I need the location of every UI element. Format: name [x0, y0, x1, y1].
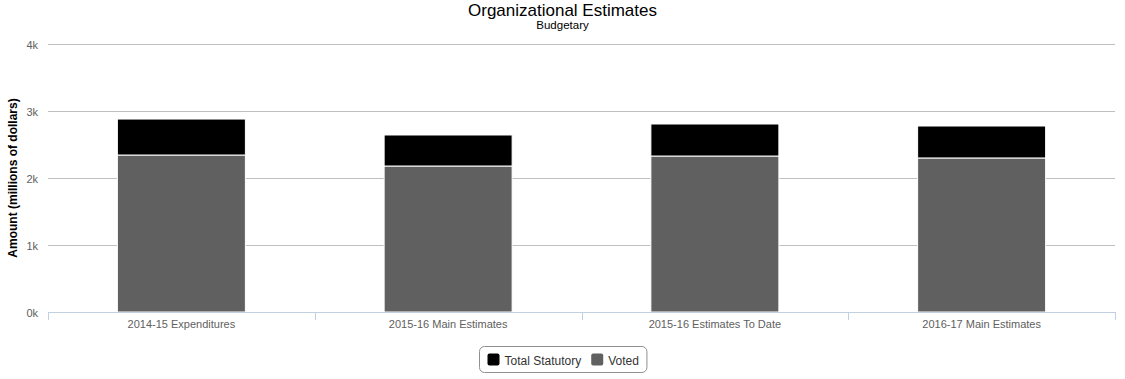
y-tick-label: 2k	[26, 173, 38, 185]
chart: Organizational EstimatesBudgetary 0k 1k 2k 3…	[0, 0, 1125, 379]
x-tick	[582, 312, 583, 320]
legend-symbol	[488, 354, 500, 366]
bar	[918, 158, 1046, 312]
x-axis: 2014-15 Expenditures 2015-16 Main Estimat…	[48, 312, 1116, 330]
legend-box	[480, 347, 647, 373]
y-axis-title: Amount (millions of dollars)	[6, 98, 20, 257]
bar	[918, 126, 1046, 158]
y-tick-label: 3k	[26, 106, 38, 118]
subtitle: Budgetary	[536, 19, 589, 31]
bar	[651, 156, 779, 312]
x-tick-label: 2015-16 Main Estimates	[389, 318, 508, 330]
grid-line	[48, 111, 1115, 112]
bar	[117, 119, 245, 155]
legend-item[interactable]: Total Statutory	[488, 354, 582, 368]
page: {"chart_data": {"type": "bar", "stacked"…	[0, 0, 1125, 379]
bar	[384, 135, 512, 166]
y-tick-label: 0k	[26, 307, 38, 319]
x-tick	[48, 312, 49, 320]
bars	[117, 119, 1045, 312]
x-tick-label: 2015-16 Estimates To Date	[649, 318, 781, 330]
legend-label: Voted	[608, 354, 639, 368]
y-axis: 0k 1k 2k 3k 4k	[26, 39, 1115, 319]
legend-label: Total Statutory	[505, 354, 582, 368]
x-tick-label: 2016-17 Main Estimates	[922, 318, 1041, 330]
x-tick	[848, 312, 849, 320]
bar	[651, 124, 779, 156]
y-tick-label: 1k	[26, 240, 38, 252]
x-tick-label: 2014-15 Expenditures	[128, 318, 236, 330]
grid-line	[48, 44, 1115, 45]
legend-item[interactable]: Voted	[591, 354, 639, 368]
grid-line	[48, 312, 1115, 313]
x-tick	[1115, 312, 1116, 320]
x-tick	[315, 312, 316, 320]
bar	[384, 166, 512, 312]
x-axis-line	[48, 312, 1115, 313]
legend-symbol	[591, 354, 603, 366]
legend-items: Total Statutory Voted	[488, 354, 639, 368]
y-tick-label: 4k	[26, 39, 38, 51]
legend: Total Statutory Voted	[480, 347, 647, 373]
title: Organizational Estimates	[468, 1, 657, 20]
bar	[117, 155, 245, 312]
background	[0, 0, 1125, 379]
